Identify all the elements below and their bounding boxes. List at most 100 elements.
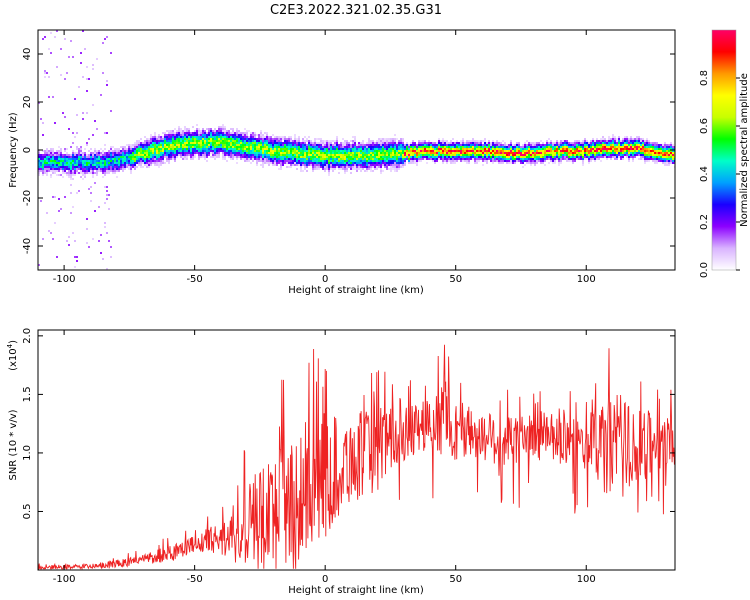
heatmap-cell bbox=[322, 144, 324, 146]
heatmap-cell bbox=[170, 140, 172, 142]
heatmap-cell bbox=[134, 164, 136, 166]
heatmap-cell bbox=[254, 144, 256, 146]
heatmap-cell bbox=[420, 148, 422, 150]
heatmap-cell bbox=[498, 154, 500, 156]
heatmap-cell bbox=[156, 142, 158, 144]
heatmap-cell bbox=[138, 158, 140, 160]
heatmap-cell bbox=[550, 156, 552, 158]
heatmap-cell bbox=[308, 148, 310, 150]
heatmap-cell bbox=[256, 148, 258, 150]
heatmap-cell bbox=[116, 156, 118, 158]
heatmap-cell bbox=[314, 164, 316, 166]
heatmap-cell bbox=[152, 160, 154, 162]
heatmap-cell bbox=[314, 168, 316, 170]
heatmap-cell bbox=[184, 136, 186, 138]
heatmap-cell bbox=[640, 154, 642, 156]
heatmap-cell bbox=[144, 152, 146, 154]
heatmap-cell bbox=[44, 158, 46, 160]
heatmap-cell bbox=[376, 166, 378, 168]
heatmap-cell bbox=[450, 158, 452, 160]
heatmap-cell bbox=[180, 156, 182, 158]
heatmap-cell bbox=[358, 142, 360, 144]
heatmap-cell bbox=[310, 152, 312, 154]
heatmap-cell bbox=[390, 170, 392, 172]
heatmap-cell bbox=[62, 160, 64, 162]
heatmap-cell bbox=[54, 222, 56, 224]
heatmap-cell bbox=[230, 150, 232, 152]
heatmap-cell bbox=[228, 136, 230, 138]
heatmap-cell bbox=[146, 162, 148, 164]
heatmap-cell bbox=[628, 138, 630, 140]
heatmap-cell bbox=[304, 154, 306, 156]
heatmap-cell bbox=[52, 154, 54, 156]
heatmap-cell bbox=[330, 154, 332, 156]
heatmap-cell bbox=[530, 156, 532, 158]
heatmap-cell bbox=[156, 150, 158, 152]
heatmap-cell bbox=[146, 144, 148, 146]
heatmap-cell bbox=[188, 138, 190, 140]
heatmap-cell bbox=[556, 154, 558, 156]
heatmap-cell bbox=[92, 164, 94, 166]
heatmap-cell bbox=[136, 156, 138, 158]
heatmap-cell bbox=[294, 146, 296, 148]
heatmap-cell bbox=[280, 154, 282, 156]
heatmap-cell bbox=[138, 152, 140, 154]
heatmap-cell bbox=[608, 138, 610, 140]
heatmap-cell bbox=[42, 154, 44, 156]
heatmap-cell bbox=[566, 150, 568, 152]
heatmap-cell bbox=[200, 148, 202, 150]
heatmap-cell bbox=[488, 146, 490, 148]
heatmap-cell bbox=[654, 150, 656, 152]
heatmap-cell bbox=[558, 162, 560, 164]
heatmap-cell bbox=[558, 148, 560, 150]
heatmap-cell bbox=[378, 158, 380, 160]
heatmap-cell bbox=[182, 140, 184, 142]
heatmap-cell bbox=[548, 142, 550, 144]
heatmap-cell bbox=[344, 142, 346, 144]
heatmap-cell bbox=[270, 162, 272, 164]
heatmap-cell bbox=[290, 164, 292, 166]
heatmap-cell bbox=[632, 152, 634, 154]
heatmap-cell bbox=[626, 138, 628, 140]
heatmap-cell bbox=[264, 138, 266, 140]
heatmap-cell bbox=[386, 158, 388, 160]
heatmap-cell bbox=[200, 134, 202, 136]
heatmap-cell bbox=[58, 210, 60, 212]
heatmap-cell bbox=[522, 160, 524, 162]
heatmap-cell bbox=[60, 164, 62, 166]
heatmap-cell bbox=[588, 156, 590, 158]
heatmap-cell bbox=[480, 152, 482, 154]
heatmap-cell bbox=[414, 154, 416, 156]
heatmap-cell bbox=[374, 166, 376, 168]
heatmap-cell bbox=[150, 150, 152, 152]
heatmap-cell bbox=[42, 160, 44, 162]
heatmap-cell bbox=[166, 142, 168, 144]
heatmap-cell bbox=[250, 132, 252, 134]
heatmap-cell bbox=[408, 162, 410, 164]
heatmap-cell bbox=[414, 148, 416, 150]
heatmap-cell bbox=[558, 146, 560, 148]
heatmap-cell bbox=[672, 160, 674, 162]
heatmap-cell bbox=[364, 144, 366, 146]
heatmap-cell bbox=[378, 162, 380, 164]
heatmap-cell bbox=[492, 158, 494, 160]
heatmap-cell bbox=[218, 144, 220, 146]
heatmap-cell bbox=[112, 168, 114, 170]
heatmap-cell bbox=[654, 154, 656, 156]
heatmap-cell bbox=[496, 154, 498, 156]
heatmap-cell bbox=[278, 160, 280, 162]
heatmap-cell bbox=[222, 146, 224, 148]
heatmap-cell bbox=[554, 150, 556, 152]
heatmap-cell bbox=[400, 140, 402, 142]
heatmap-cell bbox=[90, 160, 92, 162]
heatmap-cell bbox=[400, 138, 402, 140]
heatmap-cell bbox=[550, 148, 552, 150]
heatmap-cell bbox=[606, 154, 608, 156]
heatmap-cell bbox=[382, 160, 384, 162]
heatmap-cell bbox=[146, 146, 148, 148]
heatmap-cell bbox=[70, 158, 72, 160]
heatmap-cell bbox=[360, 148, 362, 150]
heatmap-cell bbox=[280, 168, 282, 170]
heatmap-cell bbox=[320, 154, 322, 156]
heatmap-cell bbox=[476, 144, 478, 146]
